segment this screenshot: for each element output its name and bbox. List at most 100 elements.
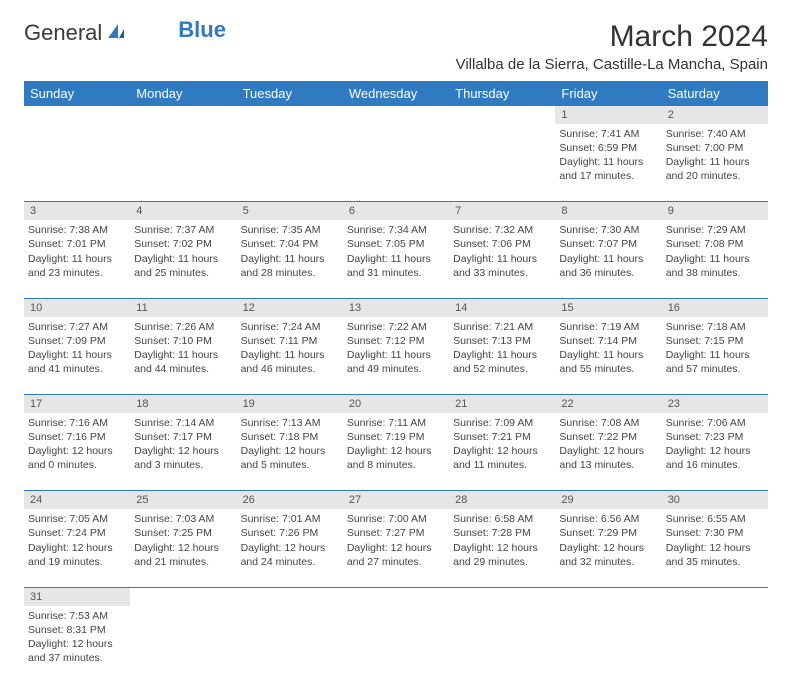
day-number-row: 31 [24, 587, 768, 605]
daylight-text: and 13 minutes. [559, 458, 657, 472]
daylight-text: and 5 minutes. [241, 458, 339, 472]
day-content-row: Sunrise: 7:53 AMSunset: 8:31 PMDaylight:… [24, 606, 768, 684]
day-number-cell: 18 [130, 395, 236, 413]
sunset-text: Sunset: 6:59 PM [559, 141, 657, 155]
day-cell: Sunrise: 7:32 AMSunset: 7:06 PMDaylight:… [449, 220, 555, 298]
day-number-cell [449, 106, 555, 124]
sunset-text: Sunset: 7:18 PM [241, 430, 339, 444]
day-number-cell: 1 [555, 106, 661, 124]
sunrise-text: Sunrise: 6:56 AM [559, 512, 657, 526]
daylight-text: and 57 minutes. [666, 362, 764, 376]
daylight-text: and 17 minutes. [559, 169, 657, 183]
daylight-text: Daylight: 12 hours [347, 541, 445, 555]
day-cell: Sunrise: 7:40 AMSunset: 7:00 PMDaylight:… [662, 124, 768, 202]
daylight-text: and 3 minutes. [134, 458, 232, 472]
daylight-text: Daylight: 11 hours [559, 348, 657, 362]
daylight-text: and 23 minutes. [28, 266, 126, 280]
day-cell: Sunrise: 6:56 AMSunset: 7:29 PMDaylight:… [555, 509, 661, 587]
day-cell: Sunrise: 7:30 AMSunset: 7:07 PMDaylight:… [555, 220, 661, 298]
sunrise-text: Sunrise: 6:55 AM [666, 512, 764, 526]
day-number-cell: 20 [343, 395, 449, 413]
day-cell: Sunrise: 7:34 AMSunset: 7:05 PMDaylight:… [343, 220, 449, 298]
day-number-row: 12 [24, 106, 768, 124]
day-number-cell: 14 [449, 298, 555, 316]
sunrise-text: Sunrise: 7:24 AM [241, 320, 339, 334]
day-cell: Sunrise: 7:35 AMSunset: 7:04 PMDaylight:… [237, 220, 343, 298]
sunrise-text: Sunrise: 7:13 AM [241, 416, 339, 430]
sunrise-text: Sunrise: 7:32 AM [453, 223, 551, 237]
day-number-cell: 22 [555, 395, 661, 413]
day-number-cell: 5 [237, 202, 343, 220]
day-cell: Sunrise: 7:09 AMSunset: 7:21 PMDaylight:… [449, 413, 555, 491]
sunset-text: Sunset: 7:28 PM [453, 526, 551, 540]
daylight-text: and 20 minutes. [666, 169, 764, 183]
sunset-text: Sunset: 7:17 PM [134, 430, 232, 444]
sunrise-text: Sunrise: 7:34 AM [347, 223, 445, 237]
daylight-text: Daylight: 11 hours [666, 348, 764, 362]
daylight-text: and 49 minutes. [347, 362, 445, 376]
day-cell: Sunrise: 6:58 AMSunset: 7:28 PMDaylight:… [449, 509, 555, 587]
day-cell: Sunrise: 7:53 AMSunset: 8:31 PMDaylight:… [24, 606, 130, 684]
daylight-text: Daylight: 12 hours [559, 541, 657, 555]
day-cell [555, 606, 661, 684]
sunset-text: Sunset: 7:24 PM [28, 526, 126, 540]
sunset-text: Sunset: 7:10 PM [134, 334, 232, 348]
daylight-text: and 32 minutes. [559, 555, 657, 569]
weekday-header: Thursday [449, 81, 555, 106]
day-number-cell: 7 [449, 202, 555, 220]
daylight-text: and 28 minutes. [241, 266, 339, 280]
day-cell: Sunrise: 7:03 AMSunset: 7:25 PMDaylight:… [130, 509, 236, 587]
daylight-text: Daylight: 12 hours [28, 541, 126, 555]
day-content-row: Sunrise: 7:05 AMSunset: 7:24 PMDaylight:… [24, 509, 768, 587]
day-cell [343, 606, 449, 684]
calendar-table: Sunday Monday Tuesday Wednesday Thursday… [24, 81, 768, 684]
title-block: March 2024 Villalba de la Sierra, Castil… [456, 20, 768, 73]
weekday-header: Saturday [662, 81, 768, 106]
sunrise-text: Sunrise: 7:21 AM [453, 320, 551, 334]
day-number-row: 3456789 [24, 202, 768, 220]
day-cell [130, 124, 236, 202]
day-number-cell [343, 587, 449, 605]
sunrise-text: Sunrise: 7:37 AM [134, 223, 232, 237]
sunrise-text: Sunrise: 7:53 AM [28, 609, 126, 623]
day-number-cell [237, 106, 343, 124]
daylight-text: Daylight: 11 hours [347, 348, 445, 362]
day-cell: Sunrise: 7:41 AMSunset: 6:59 PMDaylight:… [555, 124, 661, 202]
day-number-cell: 8 [555, 202, 661, 220]
daylight-text: Daylight: 12 hours [347, 444, 445, 458]
sunrise-text: Sunrise: 7:09 AM [453, 416, 551, 430]
day-number-cell [343, 106, 449, 124]
sunset-text: Sunset: 7:14 PM [559, 334, 657, 348]
day-number-cell [662, 587, 768, 605]
sunrise-text: Sunrise: 7:35 AM [241, 223, 339, 237]
day-number-cell [24, 106, 130, 124]
day-number-cell: 30 [662, 491, 768, 509]
logo: General Blue [24, 20, 226, 46]
sunrise-text: Sunrise: 7:00 AM [347, 512, 445, 526]
day-cell [662, 606, 768, 684]
day-cell: Sunrise: 7:22 AMSunset: 7:12 PMDaylight:… [343, 317, 449, 395]
weekday-header: Monday [130, 81, 236, 106]
sunset-text: Sunset: 7:29 PM [559, 526, 657, 540]
daylight-text: Daylight: 11 hours [453, 348, 551, 362]
sunset-text: Sunset: 7:26 PM [241, 526, 339, 540]
sunset-text: Sunset: 7:09 PM [28, 334, 126, 348]
day-cell: Sunrise: 6:55 AMSunset: 7:30 PMDaylight:… [662, 509, 768, 587]
day-cell: Sunrise: 7:00 AMSunset: 7:27 PMDaylight:… [343, 509, 449, 587]
day-number-row: 17181920212223 [24, 395, 768, 413]
day-number-cell: 23 [662, 395, 768, 413]
sunrise-text: Sunrise: 7:27 AM [28, 320, 126, 334]
day-cell: Sunrise: 7:38 AMSunset: 7:01 PMDaylight:… [24, 220, 130, 298]
daylight-text: and 29 minutes. [453, 555, 551, 569]
sunrise-text: Sunrise: 7:30 AM [559, 223, 657, 237]
sunrise-text: Sunrise: 6:58 AM [453, 512, 551, 526]
daylight-text: and 8 minutes. [347, 458, 445, 472]
daylight-text: and 21 minutes. [134, 555, 232, 569]
day-number-cell: 27 [343, 491, 449, 509]
sunrise-text: Sunrise: 7:18 AM [666, 320, 764, 334]
day-content-row: Sunrise: 7:16 AMSunset: 7:16 PMDaylight:… [24, 413, 768, 491]
day-number-cell: 24 [24, 491, 130, 509]
daylight-text: and 55 minutes. [559, 362, 657, 376]
day-cell [130, 606, 236, 684]
daylight-text: Daylight: 12 hours [453, 541, 551, 555]
